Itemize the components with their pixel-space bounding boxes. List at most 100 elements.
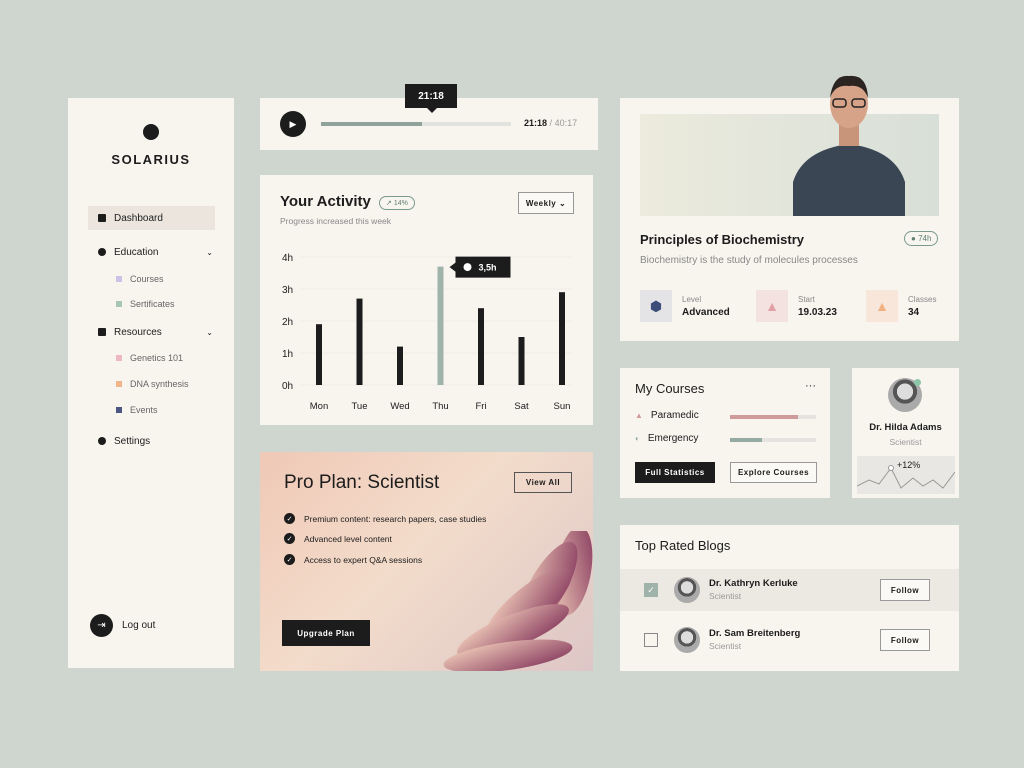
change-value: +12% bbox=[897, 460, 921, 470]
label: Education bbox=[114, 246, 159, 258]
label: Advanced level content bbox=[304, 533, 392, 544]
logout-button[interactable]: ⇥ Log out bbox=[90, 614, 155, 637]
instructor-photo bbox=[793, 75, 905, 216]
profile-name: Dr. Hilda Adams bbox=[869, 422, 942, 433]
sparkline-line bbox=[856, 465, 956, 489]
value: Advanced bbox=[682, 306, 730, 318]
brand-name: SOLARIUS bbox=[111, 152, 191, 167]
bar-fri bbox=[478, 308, 484, 385]
label: Events bbox=[130, 405, 158, 415]
check-icon: ✓ bbox=[284, 513, 295, 524]
checkbox[interactable] bbox=[644, 633, 658, 647]
chevron-down-icon: ⌄ bbox=[558, 198, 567, 208]
period-select[interactable]: Weekly ⌄ bbox=[518, 192, 574, 214]
x-tick-label: Fri bbox=[475, 401, 486, 412]
check-icon: ✓ bbox=[284, 533, 295, 544]
y-tick-label: 1h bbox=[282, 349, 293, 360]
my-courses-card: My Courses ··· ▲ Paramedic ◐ Emergency Ful… bbox=[620, 368, 830, 498]
y-tick-label: 4h bbox=[282, 253, 293, 264]
value: 19.03.23 bbox=[798, 306, 837, 318]
book-icon bbox=[98, 328, 106, 336]
sidebar-item-dashboard[interactable]: Dashboard bbox=[88, 206, 215, 230]
bar-tue bbox=[356, 298, 363, 385]
current-time: 21:18 bbox=[524, 118, 548, 128]
sidebar-item-resources[interactable]: Resources ⌄ bbox=[88, 320, 215, 344]
decorative-shell-image bbox=[443, 531, 593, 671]
my-courses-title: My Courses bbox=[635, 381, 705, 396]
label: Resources bbox=[114, 326, 162, 338]
badge-value: 14% bbox=[393, 200, 408, 207]
x-tick-label: Thu bbox=[432, 401, 448, 412]
full-statistics-button[interactable]: Full Statistics bbox=[635, 462, 715, 483]
explore-courses-button[interactable]: Explore Courses bbox=[730, 462, 817, 483]
sidebar-sub-sertificates[interactable]: Sertificates bbox=[116, 299, 175, 309]
checkbox[interactable]: ✓ bbox=[644, 583, 658, 597]
value-tooltip bbox=[449, 256, 511, 278]
logo: SOLARIUS bbox=[68, 124, 234, 167]
label: Classes bbox=[908, 294, 937, 304]
label: Access to expert Q&A sessions bbox=[304, 554, 423, 565]
bar-sat bbox=[518, 337, 525, 385]
pro-plan-card: Pro Plan: Scientist View All ✓ Premium co… bbox=[260, 452, 593, 671]
label: Courses bbox=[130, 274, 164, 284]
activity-title: Your Activity bbox=[280, 193, 371, 210]
course-row-emergency[interactable]: ◐ Emergency bbox=[635, 433, 698, 444]
label: 74h bbox=[918, 234, 932, 243]
progress-fill bbox=[730, 415, 798, 419]
sparkline: +12% bbox=[856, 456, 956, 494]
bar-chart-icon bbox=[98, 214, 106, 222]
y-tick-label: 0h bbox=[282, 381, 293, 392]
author-name: Dr. Kathryn Kerluke bbox=[709, 578, 798, 589]
stat-start: ▲ Start 19.03.23 bbox=[756, 290, 837, 322]
label: Sertificates bbox=[130, 299, 175, 309]
sidebar-sub-events[interactable]: Events bbox=[116, 405, 158, 415]
square-icon bbox=[116, 276, 122, 282]
label: Emergency bbox=[647, 433, 699, 444]
avatar bbox=[674, 577, 700, 603]
avatar bbox=[674, 627, 700, 653]
follow-button[interactable]: Follow bbox=[880, 579, 930, 601]
blogs-title: Top Rated Blogs bbox=[635, 538, 731, 553]
label: Settings bbox=[114, 435, 151, 447]
sidebar-sub-dna[interactable]: DNA synthesis bbox=[116, 379, 189, 389]
profile-role: Scientist bbox=[889, 437, 922, 447]
x-tick-label: Wed bbox=[390, 401, 409, 412]
label: Level bbox=[682, 294, 702, 304]
x-tick-label: Sat bbox=[514, 401, 529, 412]
more-options-icon[interactable]: ··· bbox=[805, 380, 816, 392]
gear-icon bbox=[98, 437, 106, 445]
value: 34 bbox=[908, 306, 920, 318]
bar-sun bbox=[559, 292, 565, 385]
blog-row: ✓ Dr. Kathryn Kerluke Scientist Follow bbox=[620, 569, 959, 611]
bar-wed bbox=[397, 346, 403, 385]
progress-slider[interactable] bbox=[321, 122, 511, 126]
progress-fill bbox=[730, 438, 762, 442]
sidebar-item-education[interactable]: Education ⌄ bbox=[88, 240, 215, 264]
progress-fill bbox=[321, 122, 422, 126]
clock-icon: ● bbox=[911, 234, 916, 243]
time-readout: 21:18 / 40:17 bbox=[524, 118, 577, 128]
y-tick-label: 2h bbox=[282, 317, 293, 328]
course-row-paramedic[interactable]: ▲ Paramedic bbox=[635, 410, 699, 421]
view-all-button[interactable]: View All bbox=[514, 472, 572, 493]
hexagon-icon: ⬢ bbox=[640, 290, 672, 322]
play-button[interactable]: ▶ bbox=[280, 111, 306, 137]
follow-button[interactable]: Follow bbox=[880, 629, 930, 651]
x-tick-label: Tue bbox=[351, 401, 367, 412]
sidebar-sub-courses[interactable]: Courses bbox=[116, 274, 164, 284]
refresh-icon: ◐ bbox=[635, 434, 640, 443]
y-tick-label: 3h bbox=[282, 285, 293, 296]
course-card: Principles of Biochemistry ● 74h Biochem… bbox=[620, 98, 959, 341]
label: Log out bbox=[122, 620, 156, 631]
sidebar-sub-genetics[interactable]: Genetics 101 bbox=[116, 353, 183, 363]
label: Start bbox=[798, 294, 815, 304]
time-tooltip: 21:18 bbox=[405, 84, 457, 113]
online-status-icon bbox=[914, 379, 921, 386]
feature-item: ✓ Premium content: research papers, case … bbox=[284, 513, 486, 524]
sidebar-item-settings[interactable]: Settings bbox=[88, 429, 215, 453]
upgrade-plan-button[interactable]: Upgrade Plan bbox=[282, 620, 370, 646]
total-time: 40:17 bbox=[554, 118, 578, 128]
progress-bar bbox=[730, 438, 816, 442]
label: Dashboard bbox=[114, 212, 163, 224]
sidebar: SOLARIUS Dashboard Education ⌄ Courses Se… bbox=[68, 98, 234, 668]
